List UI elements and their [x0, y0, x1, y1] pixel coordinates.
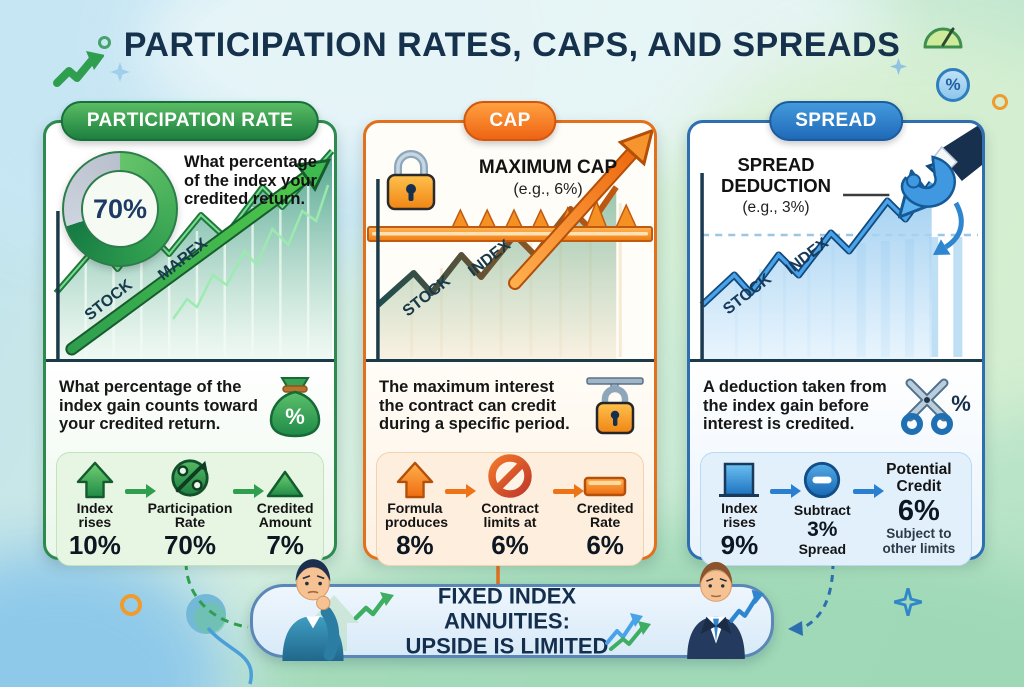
lock-icon [386, 150, 436, 211]
participation-donut-chart: 70% [62, 151, 178, 267]
hanging-lock-icon [586, 377, 644, 435]
spread-chart: STOCK INDEX [699, 123, 982, 359]
up-arrow-icon [76, 461, 114, 498]
banner-line2: UPSIDE IS LIMITED [405, 633, 609, 659]
sparkle-icon [890, 58, 907, 75]
right-arrow-icon [769, 483, 801, 498]
trend-arrow-icon [53, 51, 104, 87]
thinking-person-left [282, 559, 344, 661]
index-bar-icon [719, 462, 760, 497]
percent-badge-icon: % [936, 68, 970, 102]
minus-circle-icon [804, 462, 841, 499]
cap-illustration: STOCK INDEX MAXIMUM CAP (e.g., 6%) [366, 123, 654, 362]
mini-trend-arrow-icon [353, 592, 394, 621]
spread-callout-line1: SPREAD [737, 154, 815, 175]
panel-participation-rate: PARTICIPATION RATE [43, 101, 337, 566]
right-arrow-icon [852, 483, 884, 498]
right-arrow-icon [124, 483, 156, 498]
scissors-percent: % [951, 391, 971, 416]
sparkle-icon [894, 588, 922, 616]
rate-bar-icon [583, 476, 627, 496]
description-text: A deduction taken from the index gain be… [703, 378, 887, 434]
participation-formula: Index rises 10% Participation Rate 70% [56, 452, 324, 566]
participation-rate-icon [171, 459, 209, 497]
percent-badge-label: % [945, 75, 961, 94]
worried-person-right [687, 561, 765, 659]
description-text: What percentage of the index gain counts… [59, 378, 258, 434]
cap-chart: STOCK INDEX [366, 128, 654, 359]
panel-cap: CAP [363, 101, 657, 566]
money-bag-percent: % [285, 404, 305, 429]
formula-step: Credited Amount 7% [255, 459, 315, 559]
up-arrow-icon [396, 461, 434, 498]
bottom-banner: FIXED INDEX ANNUITIES: UPSIDE IS LIMITED [250, 559, 774, 661]
cap-arrowhead [617, 128, 654, 167]
formula-step: Formula produces 8% [385, 459, 448, 559]
panel-header-label: SPREAD [795, 110, 877, 131]
panel-header-spread: SPREAD [769, 101, 903, 141]
sparkline [172, 184, 330, 320]
panel-header-cap: CAP [463, 101, 557, 141]
cap-callout-title: MAXIMUM CAP [478, 157, 618, 178]
growth-arrowhead [294, 158, 332, 193]
curved-down-arrow [944, 201, 964, 250]
triangle-icon [266, 470, 304, 497]
cap-callout: MAXIMUM CAP (e.g., 6%) [458, 157, 638, 199]
formula-step: Subtract 3% Spread [792, 461, 853, 556]
formula-step: Participation Rate 70% [147, 459, 234, 559]
banner-zigzag-arrows [605, 613, 651, 651]
spread-callout-line2: DEDUCTION [721, 174, 831, 196]
right-arrow-icon [444, 483, 476, 498]
formula-step: Potential Credit 6% Subject to other lim… [882, 461, 956, 556]
panel-header-label: CAP [489, 110, 531, 131]
sparkle-icon [110, 62, 130, 82]
spread-callout-sub: (e.g., 3%) [742, 199, 810, 217]
participation-description: What percentage of the index gain counts… [46, 362, 334, 446]
spread-illustration: STOCK INDEX SPREAD DEDUCTION (e.g., 3%) [690, 123, 982, 362]
participation-illustration: STOCK MAREX 70% What percentage of the i… [46, 123, 334, 362]
formula-step: Index rises 9% [709, 459, 770, 559]
page-title: PARTICIPATION RATES, CAPS, AND SPREADS [123, 26, 901, 64]
right-arrow-icon [233, 483, 265, 498]
participation-chart: STOCK MAREX [53, 149, 334, 359]
circle-decor-icon [98, 36, 111, 49]
ring-decor-icon [992, 94, 1008, 110]
cap-description: The maximum interest the contract can cr… [366, 362, 654, 446]
banner-line1: FIXED INDEX ANNUITIES: [437, 583, 577, 634]
cap-callout-sub: (e.g., 6%) [513, 181, 583, 198]
no-entry-icon [488, 453, 532, 498]
description-text: The maximum interest the contract can cr… [379, 378, 570, 434]
money-bag-icon: % [269, 377, 321, 438]
hand-illustration [900, 123, 982, 208]
formula-step: Index rises 10% [65, 459, 125, 559]
spread-description: A deduction taken from the index gain be… [690, 362, 982, 446]
ring-decor-icon [120, 594, 142, 616]
panel-header-participation-rate: PARTICIPATION RATE [60, 101, 320, 141]
formula-step: Contract limits at 6% [467, 453, 554, 559]
formula-step: Credited Rate 6% [575, 459, 635, 559]
participation-intro-text: What percentage of the index your credit… [184, 153, 317, 209]
scissors-icon: % [901, 378, 971, 435]
right-arrow-icon [553, 483, 585, 498]
panel-spread: SPREAD [687, 101, 985, 566]
cap-formula: Formula produces 8% Contract limits at 6… [376, 452, 644, 566]
gauge-icon [923, 27, 963, 49]
spread-callout: SPREAD DEDUCTION (e.g., 3%) [700, 154, 852, 217]
donut-value: 70% [92, 193, 148, 224]
banner-text: FIXED INDEX ANNUITIES: UPSIDE IS LIMITED [381, 583, 633, 658]
panel-header-label: PARTICIPATION RATE [86, 110, 294, 131]
spread-formula: Index rises 9% Subtract 3% Spread Potent… [700, 452, 972, 566]
